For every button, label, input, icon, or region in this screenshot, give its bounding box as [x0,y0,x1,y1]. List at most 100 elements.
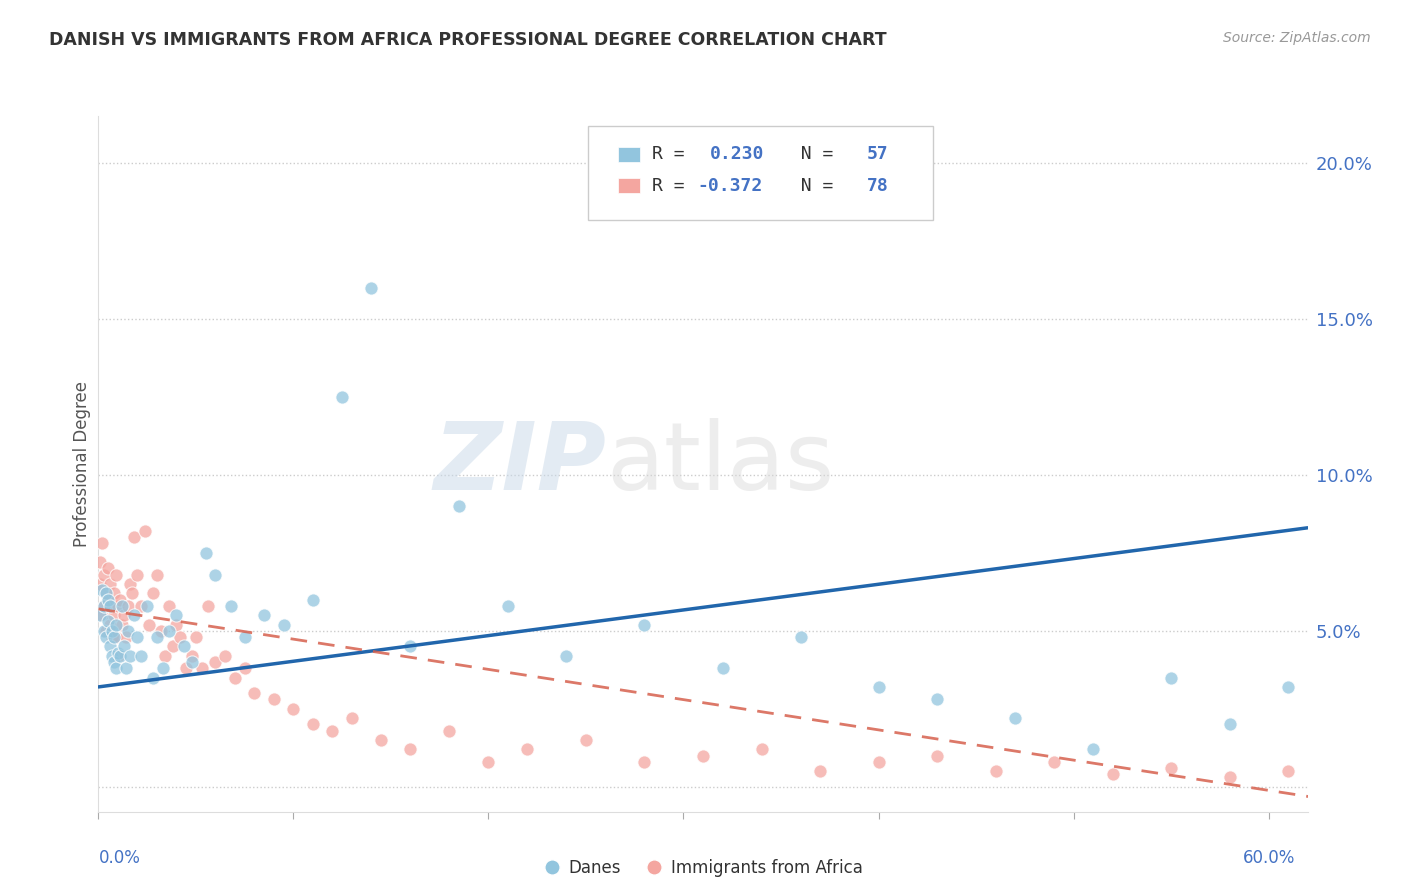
Point [711,661,734,675]
Point [184,630,207,644]
Point [243,686,266,700]
Point [122,530,145,544]
Point [283,702,305,716]
Point [263,692,285,706]
Point [98,577,121,591]
Point [789,630,811,644]
Point [191,661,214,675]
Text: 78: 78 [868,177,889,194]
Point [157,624,180,638]
Point [101,599,124,613]
Point [692,748,714,763]
Point [127,630,149,644]
Point [111,599,134,613]
Point [174,661,197,675]
Point [1004,711,1026,725]
Point [477,755,499,769]
Point [204,655,226,669]
Point [925,692,948,706]
Point [224,671,246,685]
Point [91,583,114,598]
Point [808,764,831,779]
Point [118,648,141,663]
Point [1081,742,1104,756]
Point [131,648,153,663]
Point [96,630,118,644]
Point [984,764,1007,779]
Point [152,661,174,675]
Point [1336,773,1358,788]
Point [93,599,115,613]
Text: Source: ZipAtlas.com: Source: ZipAtlas.com [1223,31,1371,45]
Point [103,586,125,600]
Point [97,592,120,607]
Text: 57: 57 [868,145,889,163]
Point [117,624,139,638]
Point [302,592,325,607]
Point [181,648,204,663]
Point [97,615,120,629]
Point [127,567,149,582]
Point [1043,755,1066,769]
Point [114,661,136,675]
Point [97,561,120,575]
Point [370,733,392,747]
Point [107,646,129,660]
Point [219,599,242,613]
Point [142,586,165,600]
Text: R =: R = [652,145,695,163]
Point [98,617,121,632]
Point [98,640,121,654]
Point [101,624,124,638]
Point [104,567,127,582]
Text: 60.0%: 60.0% [1243,849,1295,867]
Point [89,577,111,591]
Text: R =: R = [652,177,695,194]
Text: atlas: atlas [606,417,835,510]
Point [399,742,422,756]
Point [439,723,461,738]
Legend: Danes, Immigrants from Africa: Danes, Immigrants from Africa [537,852,869,883]
Text: 0.0%: 0.0% [98,849,141,867]
Point [108,592,131,607]
Point [273,617,295,632]
Point [101,648,124,663]
FancyBboxPatch shape [619,146,640,161]
Point [112,640,135,654]
Point [925,748,948,763]
Point [204,567,226,582]
Point [111,617,134,632]
FancyBboxPatch shape [619,178,640,194]
Point [89,555,111,569]
Point [96,586,118,600]
Point [136,599,159,613]
Point [751,742,773,756]
FancyBboxPatch shape [588,127,932,220]
Point [103,630,125,644]
Point [253,608,276,623]
Point [575,733,598,747]
Point [233,661,256,675]
Point [868,755,890,769]
Point [194,546,217,560]
Point [97,592,120,607]
Point [197,599,219,613]
Point [1101,767,1123,781]
Point [449,499,471,513]
Point [233,630,256,644]
Point [633,617,655,632]
Point [117,599,139,613]
Point [104,617,127,632]
Point [1219,771,1241,785]
Point [93,624,115,638]
Point [114,630,136,644]
Text: DANISH VS IMMIGRANTS FROM AFRICA PROFESSIONAL DEGREE CORRELATION CHART: DANISH VS IMMIGRANTS FROM AFRICA PROFESS… [49,31,887,49]
Point [103,608,125,623]
Point [214,648,236,663]
Point [91,536,114,550]
Point [165,608,187,623]
Point [89,608,111,623]
Point [104,630,127,644]
Point [93,599,115,613]
Point [153,648,176,663]
